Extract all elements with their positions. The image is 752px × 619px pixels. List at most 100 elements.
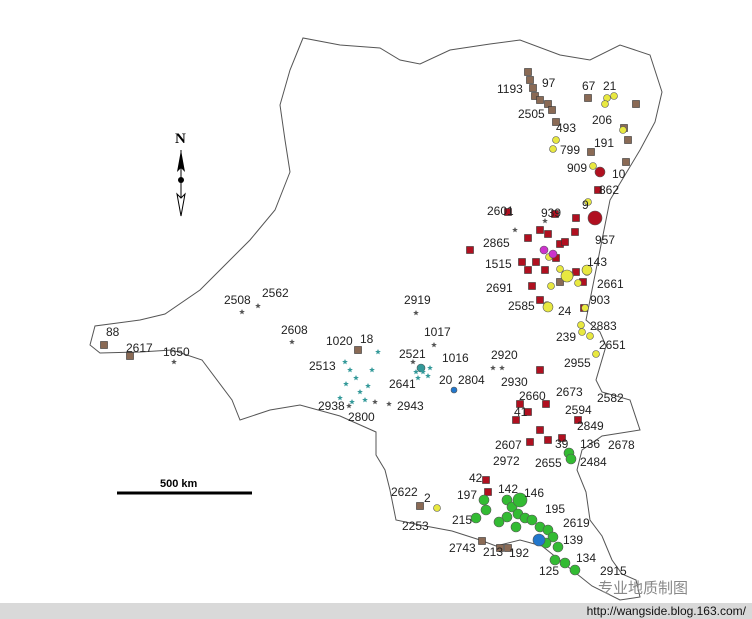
deposit-label: 2678 bbox=[608, 438, 635, 452]
deposit-label: 142 bbox=[498, 482, 518, 496]
red-square-marker bbox=[558, 434, 566, 442]
deposit-label: 2582 bbox=[597, 391, 624, 405]
deposit-label: 2743 bbox=[449, 541, 476, 555]
geological-map: 1193 97 67 21 2505 493 206 799 191 909 10 862 9 2601 9… bbox=[89, 37, 663, 601]
deposit-label: 2484 bbox=[580, 455, 607, 469]
brown-square-marker bbox=[100, 341, 108, 349]
deposit-label: 2651 bbox=[599, 338, 626, 352]
country-outline bbox=[89, 37, 663, 601]
star-marker bbox=[353, 375, 359, 381]
star-marker bbox=[375, 349, 381, 355]
deposit-label: 39 bbox=[555, 437, 569, 451]
deposit-label: 191 bbox=[594, 136, 614, 150]
deposit-label: 197 bbox=[457, 488, 477, 502]
green-circle-marker bbox=[478, 494, 490, 506]
red-square-marker bbox=[532, 258, 540, 266]
star-marker bbox=[386, 401, 392, 407]
deposit-label: 20 bbox=[439, 373, 453, 387]
brown-square-marker bbox=[416, 502, 424, 510]
deposit-label: 2930 bbox=[501, 375, 528, 389]
deposit-label: 24 bbox=[558, 304, 572, 318]
red-square-marker bbox=[512, 416, 520, 424]
red-square-marker bbox=[541, 266, 549, 274]
red-circle-marker bbox=[594, 166, 606, 178]
red-square-marker bbox=[572, 214, 580, 222]
deposit-label: 939 bbox=[541, 206, 561, 220]
red-square-marker bbox=[572, 268, 580, 276]
deposit-label: 239 bbox=[556, 330, 576, 344]
deposit-label: 10 bbox=[612, 167, 626, 181]
green-circle-marker bbox=[559, 557, 571, 569]
deposit-label: 903 bbox=[590, 293, 610, 307]
star-marker bbox=[420, 369, 426, 375]
deposit-label: 862 bbox=[599, 183, 619, 197]
yellow-circle-marker bbox=[592, 350, 600, 358]
deposit-label: 136 bbox=[580, 437, 600, 451]
deposit-label: 213 bbox=[483, 545, 503, 559]
deposit-labels: 1193 97 67 21 2505 493 206 799 191 909 10 862 9 2601 9… bbox=[106, 76, 635, 578]
source-url[interactable]: http://wangside.blog.163.com/ bbox=[586, 604, 746, 618]
red-square-marker bbox=[536, 366, 544, 374]
star-marker bbox=[499, 365, 505, 371]
star-marker bbox=[337, 395, 343, 401]
brown-square-marker bbox=[584, 94, 592, 102]
deposit-label: 2915 bbox=[600, 564, 627, 578]
red-square-marker bbox=[526, 438, 534, 446]
deposit-label: 2521 bbox=[399, 347, 426, 361]
brown-square-marker bbox=[548, 106, 556, 114]
star-marker bbox=[289, 339, 295, 345]
deposit-label: 2619 bbox=[563, 516, 590, 530]
deposit-label: 2800 bbox=[348, 410, 375, 424]
deposit-label: 88 bbox=[106, 325, 120, 339]
deposit-label: 1016 bbox=[442, 351, 469, 365]
deposit-label: 2804 bbox=[458, 373, 485, 387]
deposit-label: 192 bbox=[509, 546, 529, 560]
deposit-label: 2513 bbox=[309, 359, 336, 373]
deposit-label: 1020 bbox=[326, 334, 353, 348]
deposit-label: 42 bbox=[469, 471, 483, 485]
yellow-circle-marker bbox=[578, 328, 586, 336]
deposit-label: 134 bbox=[576, 551, 596, 565]
deposit-label: 2661 bbox=[597, 277, 624, 291]
red-square-marker bbox=[571, 228, 579, 236]
red-square-marker bbox=[524, 266, 532, 274]
star-marker bbox=[365, 383, 371, 389]
deposit-label: 41 bbox=[514, 405, 528, 419]
yellow-circle-marker bbox=[589, 162, 597, 170]
red-square-marker bbox=[542, 400, 550, 408]
north-arrow: N bbox=[175, 131, 186, 217]
north-label: N bbox=[175, 131, 186, 147]
teal-circle-marker bbox=[416, 363, 426, 373]
deposit-label: 2673 bbox=[556, 385, 583, 399]
brown-square-marker bbox=[531, 92, 539, 100]
star-marker bbox=[410, 359, 416, 365]
star-marker bbox=[372, 399, 378, 405]
green-circle-marker bbox=[480, 504, 492, 516]
star-marker bbox=[413, 369, 419, 375]
deposit-label: 2601 bbox=[487, 204, 514, 218]
magenta-circle-marker bbox=[539, 245, 549, 255]
deposit-label: 2865 bbox=[483, 236, 510, 250]
star-marker bbox=[425, 373, 431, 379]
red-square-marker bbox=[524, 408, 532, 416]
deposit-label: 2617 bbox=[126, 341, 153, 355]
brown-square-marker bbox=[526, 76, 534, 84]
yellow-circle-marker bbox=[586, 332, 594, 340]
deposit-label: 2505 bbox=[518, 107, 545, 121]
star-marker bbox=[413, 310, 419, 316]
star-marker bbox=[362, 397, 368, 403]
deposit-label: 2883 bbox=[590, 319, 617, 333]
deposit-label: 2622 bbox=[391, 485, 418, 499]
star-marker bbox=[431, 342, 437, 348]
green-circle-marker bbox=[493, 516, 505, 528]
star-marker bbox=[171, 359, 177, 365]
brown-square-marker bbox=[524, 68, 532, 76]
green-circle-marker bbox=[549, 554, 561, 566]
brown-square-marker bbox=[552, 118, 560, 126]
star-marker bbox=[342, 359, 348, 365]
yellow-circle-marker bbox=[581, 304, 589, 312]
star-marker bbox=[347, 367, 353, 373]
brown-square-marker bbox=[536, 96, 544, 104]
star-marker bbox=[239, 309, 245, 315]
red-square-marker bbox=[482, 476, 490, 484]
